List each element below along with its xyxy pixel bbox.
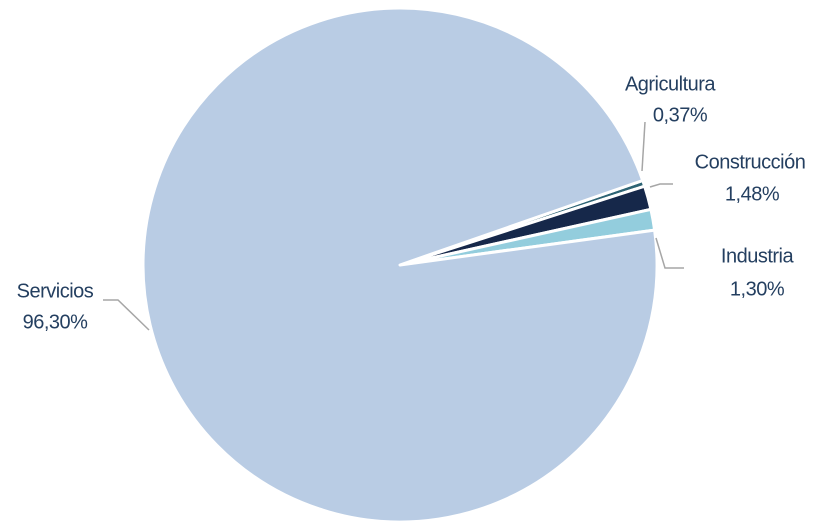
category-label: Agricultura: [625, 73, 716, 95]
leader-line: [655, 237, 684, 269]
pie: [141, 6, 659, 522]
category-label: Construcción: [695, 151, 806, 173]
category-label: Servicios: [17, 280, 94, 302]
labels: Agricultura 0,37% Construcción 1,48% Industr…: [17, 73, 806, 333]
value-label: 1,30%: [730, 278, 785, 300]
pie-slice: [141, 6, 659, 522]
value-label: 0,37%: [653, 104, 708, 126]
leader-line: [103, 299, 150, 331]
leader-line: [641, 121, 646, 172]
value-label: 96,30%: [23, 311, 89, 333]
category-label: Industria: [721, 245, 795, 267]
value-label: 1,48%: [725, 183, 780, 205]
leader-line: [649, 183, 673, 188]
